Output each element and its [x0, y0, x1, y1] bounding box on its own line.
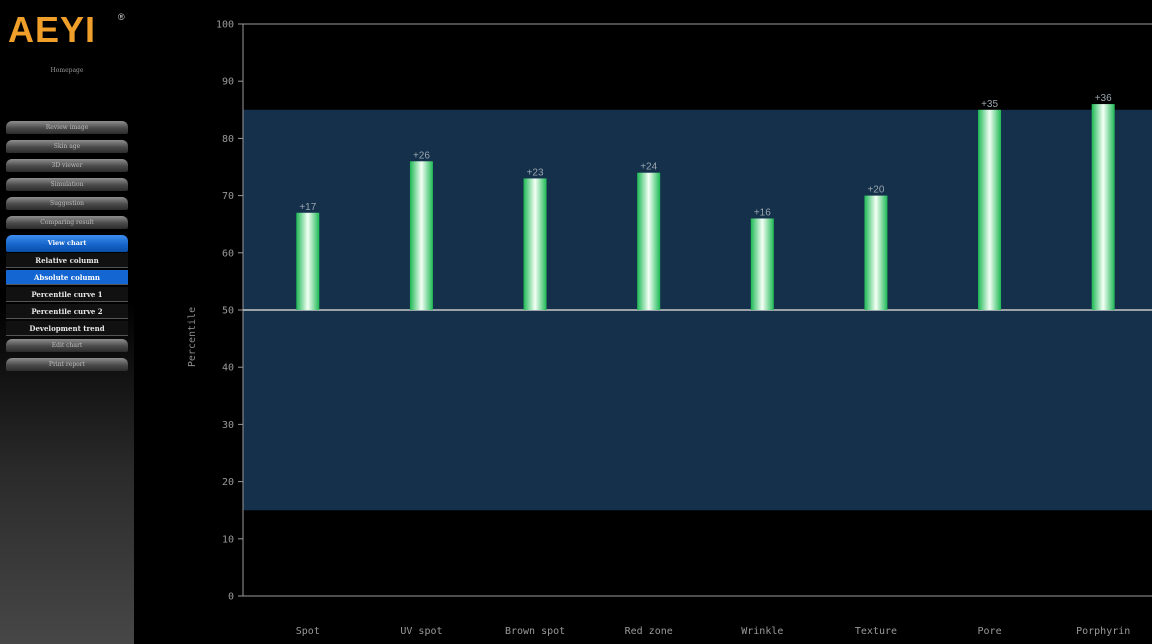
submenu-percentile-curve-2[interactable]: Percentile curve 2	[6, 304, 128, 319]
bar	[1091, 104, 1115, 310]
bar	[864, 195, 888, 310]
y-tick-label: 20	[222, 477, 234, 488]
y-tick-label: 80	[222, 134, 234, 145]
percentile-bar-chart: 0 10 20 30 40 50 60 70 80 90 100 +17 Spot +26 UV spot…	[187, 20, 1152, 637]
registered-mark: ®	[118, 12, 125, 22]
nav-edit-chart-button[interactable]: Edit chart	[6, 339, 128, 352]
sidebar: AEYI ® Homepage Review image Skin age 3D v…	[0, 0, 134, 644]
submenu-percentile-curve-1[interactable]: Percentile curve 1	[6, 287, 128, 302]
y-tick-label: 90	[222, 77, 234, 88]
bar-data-label: +17	[299, 202, 316, 213]
nav-suggestion-button[interactable]: Suggestion	[6, 197, 128, 210]
bar	[750, 218, 774, 310]
y-tick-label: 60	[222, 248, 234, 259]
x-category-label: Porphyrin	[1076, 626, 1130, 637]
submenu-development-trend[interactable]: Development trend	[6, 321, 128, 336]
x-category-label: Texture	[855, 626, 897, 637]
brand-text: AEYI	[8, 9, 96, 48]
bar-data-label: +26	[413, 150, 430, 161]
bar-data-label: +36	[1095, 93, 1112, 104]
nav-view-chart-button[interactable]: View chart	[6, 235, 128, 252]
y-tick-label: 70	[222, 191, 234, 202]
x-category-label: Pore	[978, 626, 1002, 637]
bar	[296, 212, 320, 310]
bar-data-label: +20	[867, 185, 884, 196]
submenu-relative-column[interactable]: Relative column	[6, 253, 128, 268]
y-axis-label: Percentile	[187, 307, 198, 367]
y-tick-label: 50	[222, 306, 234, 317]
bar-data-label: +16	[754, 207, 771, 218]
y-tick-label: 10	[222, 534, 234, 545]
nav-print-report-button[interactable]: Print report	[6, 358, 128, 371]
x-category-label: Brown spot	[505, 626, 565, 637]
nav-review-image-button[interactable]: Review image	[6, 121, 128, 134]
y-tick-label: 100	[216, 20, 234, 31]
bar	[978, 109, 1002, 310]
x-category-label: Red zone	[625, 626, 673, 637]
submenu-absolute-column[interactable]: Absolute column	[6, 270, 128, 285]
homepage-link[interactable]: Homepage	[50, 67, 84, 74]
bar-data-label: +35	[981, 99, 998, 110]
x-category-label: Wrinkle	[741, 626, 783, 637]
nav-comparing-result-button[interactable]: Comparing result	[6, 216, 128, 229]
nav-simulation-button[interactable]: Simulation	[6, 178, 128, 191]
y-tick-label: 40	[222, 363, 234, 374]
bar-data-label: +23	[527, 167, 544, 178]
bar	[637, 172, 661, 310]
x-category-label: UV spot	[400, 626, 442, 637]
bar-data-label: +24	[640, 162, 657, 173]
bar	[409, 161, 433, 310]
y-tick-label: 30	[222, 420, 234, 431]
y-tick-label: 0	[228, 592, 234, 603]
aeyi-logo: AEYI ®	[8, 9, 125, 48]
nav-skin-age-button[interactable]: Skin age	[6, 140, 128, 153]
bar	[523, 178, 547, 310]
nav-3d-viewer-button[interactable]: 3D viewer	[6, 159, 128, 172]
x-category-label: Spot	[296, 626, 320, 637]
